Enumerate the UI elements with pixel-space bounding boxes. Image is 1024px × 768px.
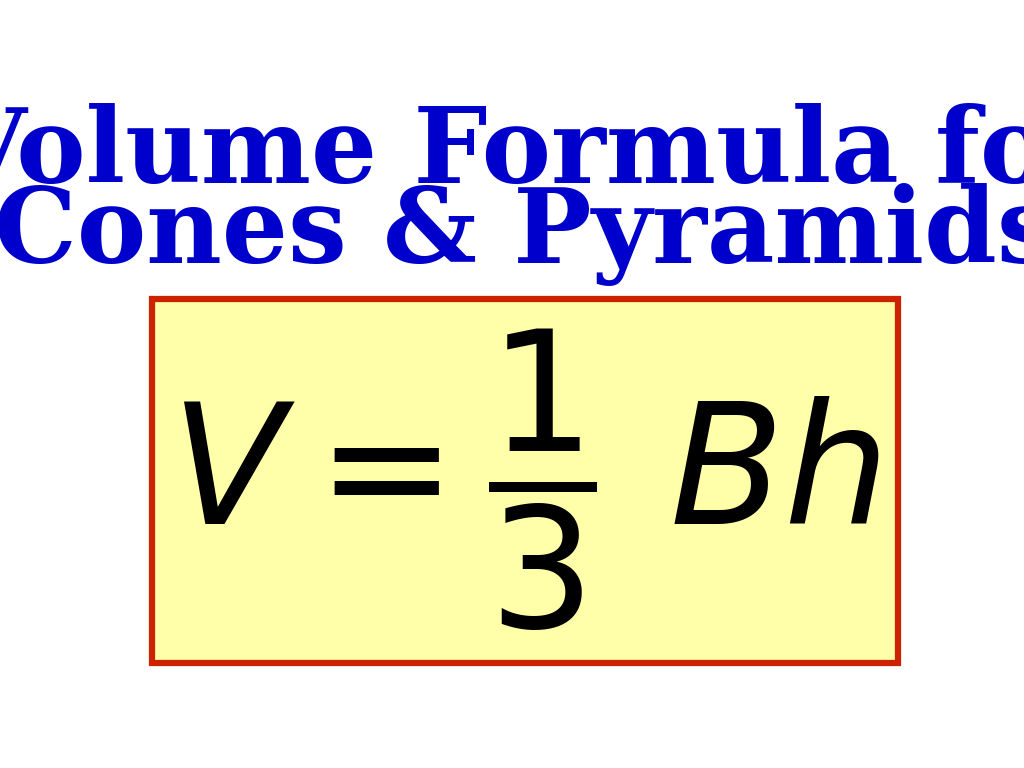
FancyBboxPatch shape xyxy=(152,299,898,663)
Text: Volume Formula for: Volume Formula for xyxy=(0,103,1024,205)
Text: $\mathit{V} = \dfrac{1}{3}\ \mathit{Bh}$: $\mathit{V} = \dfrac{1}{3}\ \mathit{Bh}$ xyxy=(170,326,880,633)
Text: Cones & Pyramids: Cones & Pyramids xyxy=(0,183,1024,286)
